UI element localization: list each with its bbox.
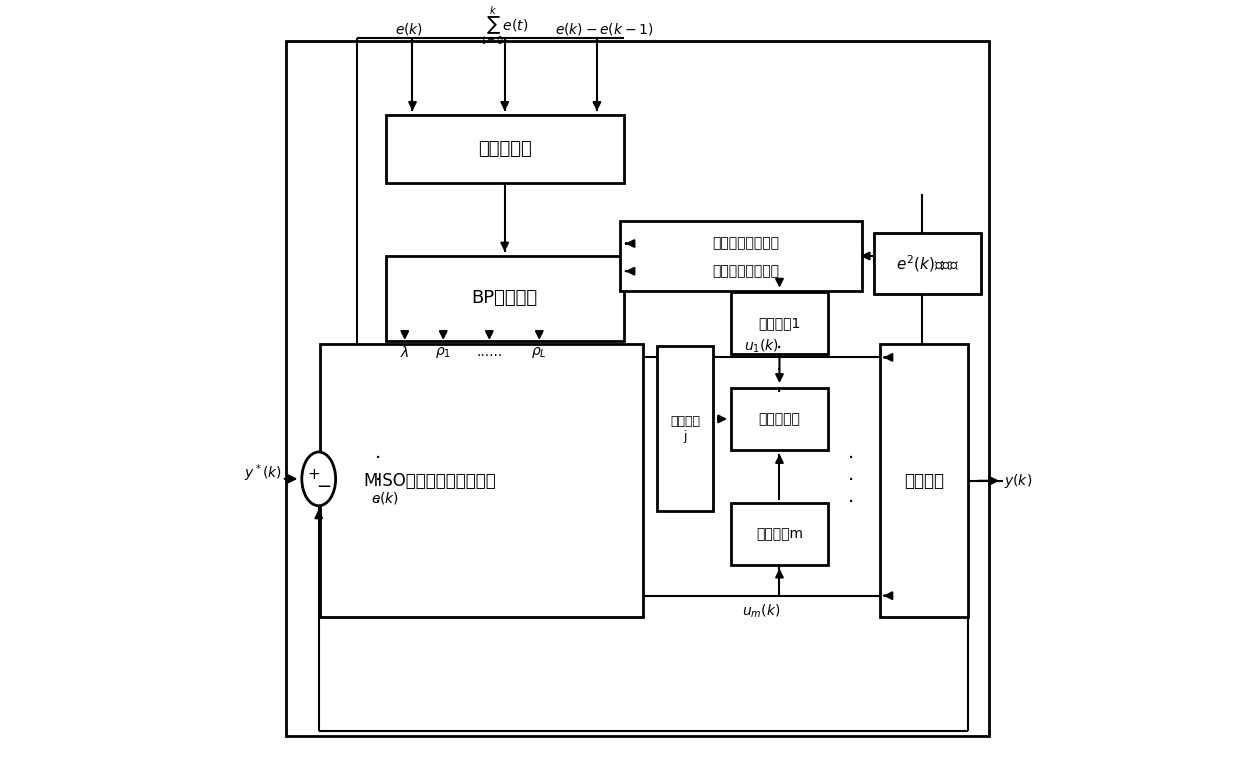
- Text: 被控对象: 被控对象: [904, 472, 944, 490]
- Text: 系统误差集: 系统误差集: [477, 140, 532, 158]
- Text: BP神经网络: BP神经网络: [471, 289, 538, 307]
- Text: $\lambda$: $\lambda$: [401, 345, 409, 360]
- Text: $\sum_{t=0}^{k}e(t)$: $\sum_{t=0}^{k}e(t)$: [481, 5, 528, 48]
- Text: 梯度信息m: 梯度信息m: [756, 527, 804, 541]
- Text: ·
·
·: · · ·: [847, 449, 853, 512]
- Ellipse shape: [301, 452, 336, 505]
- Text: 梯度信息集: 梯度信息集: [759, 412, 800, 426]
- FancyBboxPatch shape: [620, 222, 862, 291]
- FancyBboxPatch shape: [880, 344, 968, 617]
- Text: 梯度信息1: 梯度信息1: [759, 316, 801, 330]
- FancyBboxPatch shape: [657, 346, 713, 511]
- Text: $e(k)$: $e(k)$: [372, 490, 399, 506]
- Text: $e(k)$: $e(k)$: [394, 21, 423, 37]
- Text: MISO偏格式无模型控制器: MISO偏格式无模型控制器: [363, 472, 496, 490]
- Text: $u_m(k)$: $u_m(k)$: [743, 602, 780, 620]
- FancyBboxPatch shape: [386, 115, 624, 183]
- Text: +: +: [308, 467, 320, 482]
- Text: 更新隐含层权系数: 更新隐含层权系数: [713, 236, 780, 250]
- FancyBboxPatch shape: [386, 256, 624, 341]
- Text: $\rho_1$: $\rho_1$: [435, 345, 451, 360]
- Text: $y^*(k)$: $y^*(k)$: [244, 462, 281, 484]
- FancyBboxPatch shape: [320, 344, 644, 617]
- Text: 梯度信息
j: 梯度信息 j: [670, 414, 699, 442]
- FancyBboxPatch shape: [732, 388, 827, 449]
- Text: ......: ......: [476, 345, 502, 359]
- Text: ·
·
·: · · ·: [776, 339, 782, 402]
- Text: −: −: [316, 478, 331, 496]
- Text: ·
·
·: · · ·: [376, 449, 382, 512]
- Text: $e(k)-e(k-1)$: $e(k)-e(k-1)$: [556, 21, 653, 37]
- Text: 更新输出层权系数: 更新输出层权系数: [713, 264, 780, 278]
- Text: $e^2(k)$最小化: $e^2(k)$最小化: [895, 254, 959, 274]
- Text: $y(k)$: $y(k)$: [1004, 472, 1032, 490]
- FancyBboxPatch shape: [732, 292, 827, 353]
- FancyBboxPatch shape: [732, 503, 827, 565]
- Text: $u_1(k)$: $u_1(k)$: [744, 337, 779, 355]
- FancyBboxPatch shape: [874, 233, 981, 294]
- Text: $\rho_L$: $\rho_L$: [532, 345, 547, 360]
